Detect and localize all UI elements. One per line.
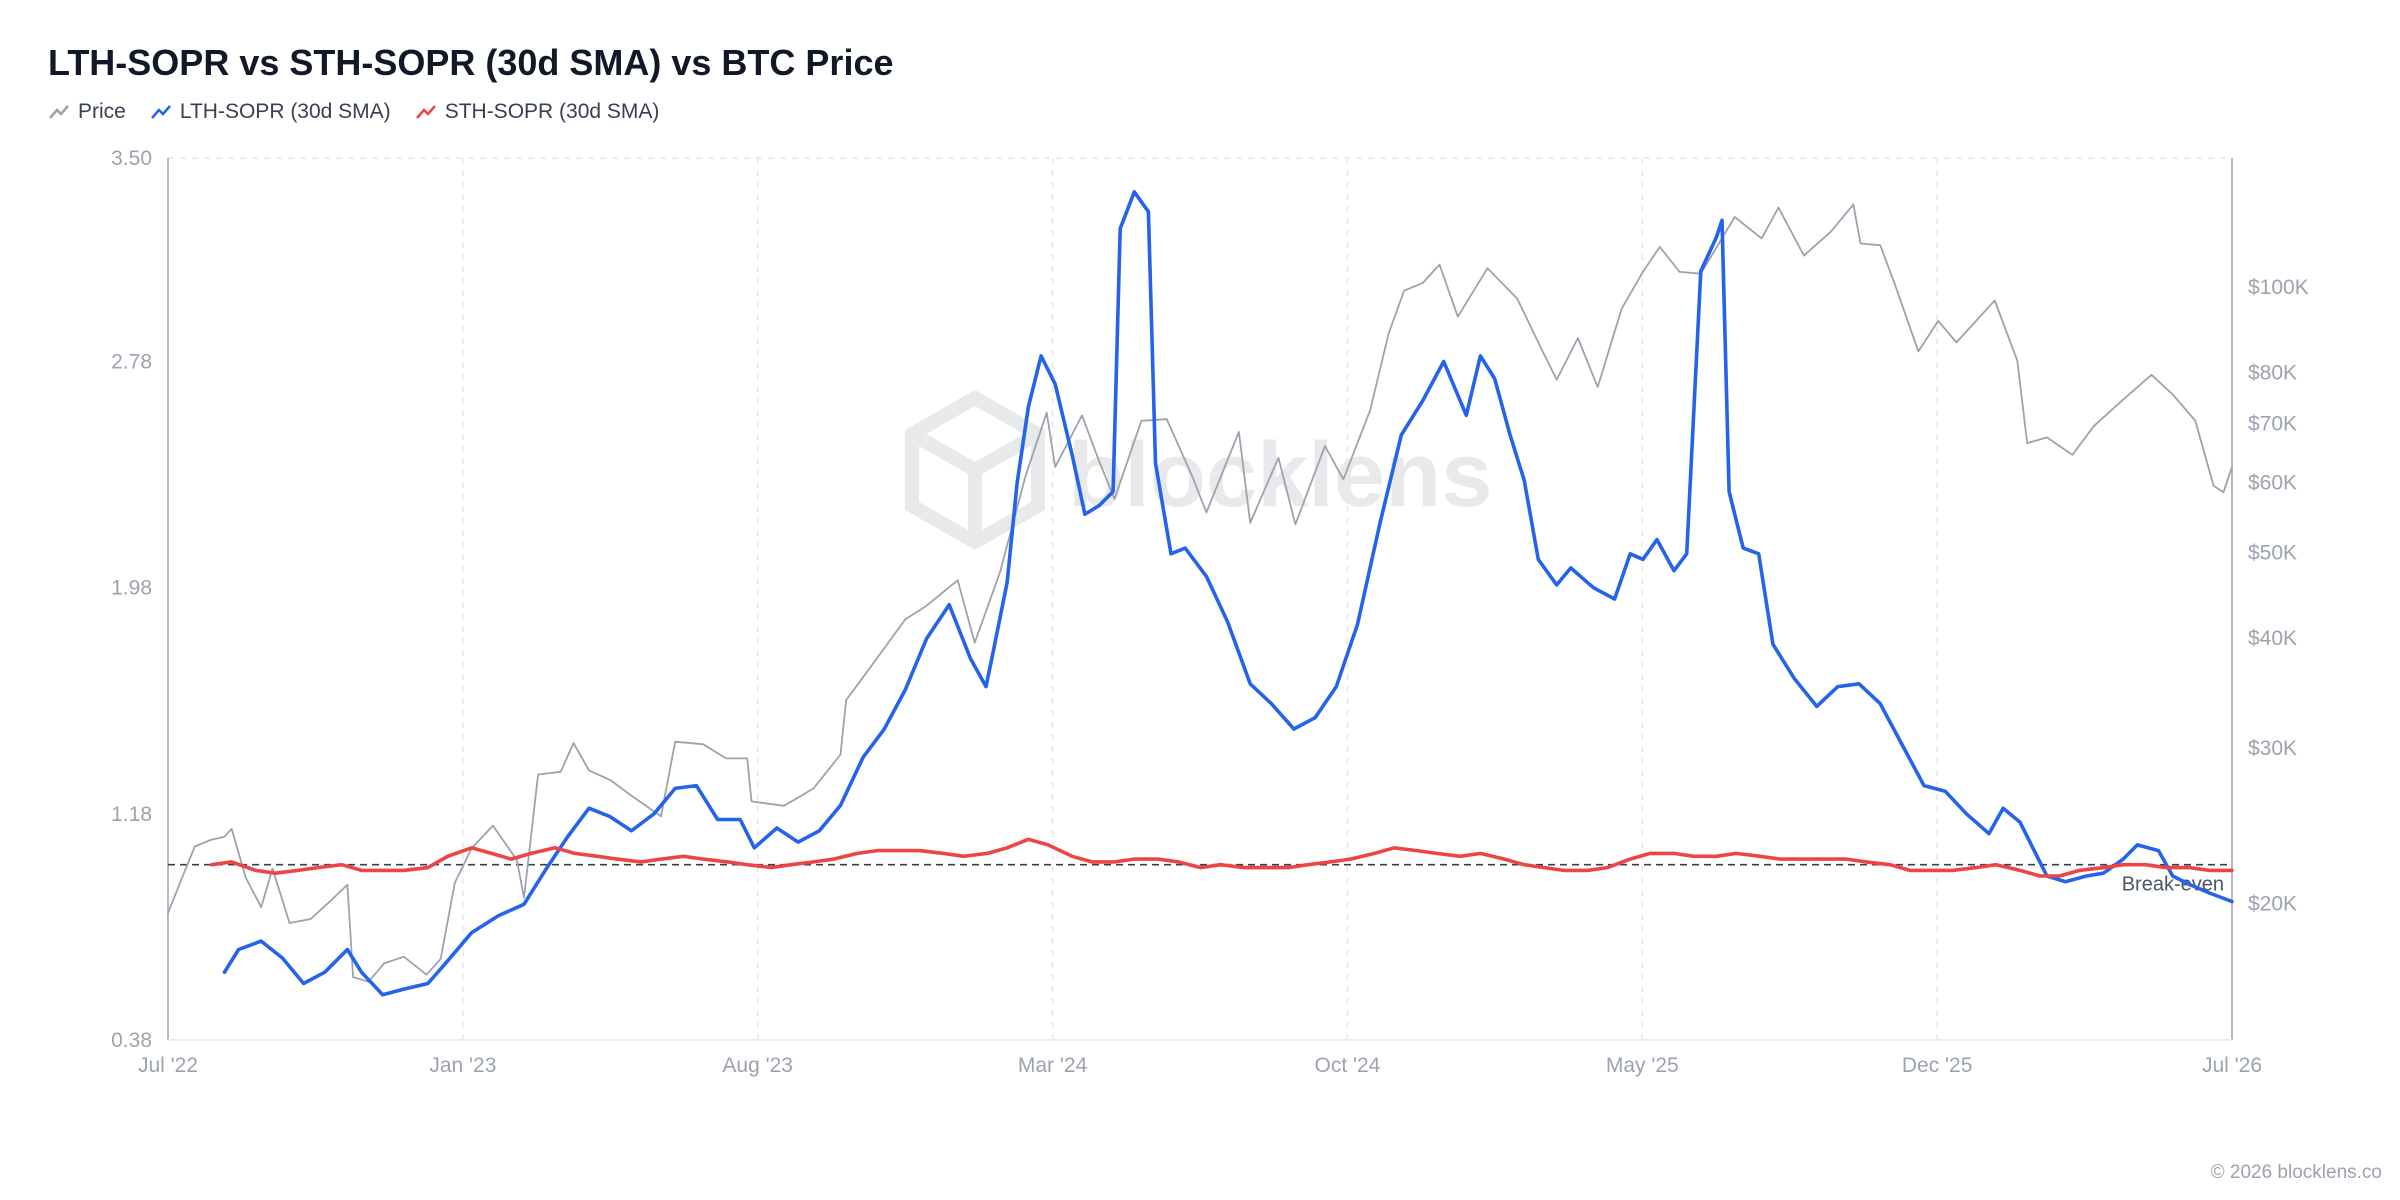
legend-item-sth-sopr[interactable]: STH-SOPR (30d SMA) <box>415 100 660 124</box>
y-right-tick-label: $30K <box>2248 737 2297 760</box>
copyright-text: © 2026 blocklens.co <box>2210 1162 2382 1183</box>
grid <box>168 157 2233 1040</box>
x-tick-label: Aug '23 <box>722 1054 793 1077</box>
legend-label-price: Price <box>78 100 126 123</box>
line-series-icon <box>415 105 436 119</box>
x-tick-label: Jul '22 <box>138 1054 198 1077</box>
x-tick-label: Jul '26 <box>2202 1054 2262 1077</box>
y-right-tick-label: $100K <box>2248 276 2309 299</box>
y-right-tick-label: $60K <box>2248 472 2297 495</box>
x-tick-label: Dec '25 <box>1902 1054 1973 1077</box>
legend-item-price[interactable]: Price <box>48 100 126 124</box>
x-tick-label: Jan '23 <box>429 1054 496 1077</box>
series-line-price <box>167 203 2233 983</box>
line-series-icon <box>49 105 69 119</box>
x-tick-label: Mar '24 <box>1018 1054 1088 1077</box>
legend-label-lth-sopr: LTH-SOPR (30d SMA) <box>179 100 391 123</box>
axes <box>167 158 2233 1041</box>
series-group <box>167 190 2234 997</box>
chart-legend: Price LTH-SOPR (30d SMA) STH-SOPR (30d S… <box>48 100 659 124</box>
y-right-tick-label: $80K <box>2248 361 2297 384</box>
chart-title: LTH-SOPR vs STH-SOPR (30d SMA) vs BTC Pr… <box>48 42 894 83</box>
series-line-sth-sopr-30d-sma <box>210 837 2234 878</box>
y-right-tick-label: $50K <box>2248 541 2297 564</box>
x-tick-label: May '25 <box>1606 1054 1679 1077</box>
y-right-tick-label: $40K <box>2248 627 2297 650</box>
line-series-icon <box>150 105 171 119</box>
blocklens-logo-icon <box>905 390 1045 551</box>
y-right-tick-label: $20K <box>2248 892 2297 915</box>
y-right-tick-label: $70K <box>2248 413 2297 436</box>
watermark: blocklens <box>900 390 1492 560</box>
legend-item-lth-sopr[interactable]: LTH-SOPR (30d SMA) <box>150 100 391 124</box>
legend-label-sth-sopr: STH-SOPR (30d SMA) <box>444 100 660 123</box>
series-line-lth-sopr-30d-sma <box>222 190 2234 997</box>
tick-labels: Jul '22 Jan '23 Aug '23 Mar '24 Oct '24 May '… <box>111 147 2309 1077</box>
y-left-tick-label: 2.78 <box>111 351 152 374</box>
y-left-tick-label: 1.98 <box>111 577 152 600</box>
watermark-text: blocklens <box>1068 423 1493 526</box>
x-tick-label: Oct '24 <box>1314 1054 1380 1077</box>
y-left-tick-label: 3.50 <box>111 147 152 170</box>
y-left-tick-label: 1.18 <box>111 803 152 826</box>
y-left-tick-label: 0.38 <box>111 1029 152 1052</box>
